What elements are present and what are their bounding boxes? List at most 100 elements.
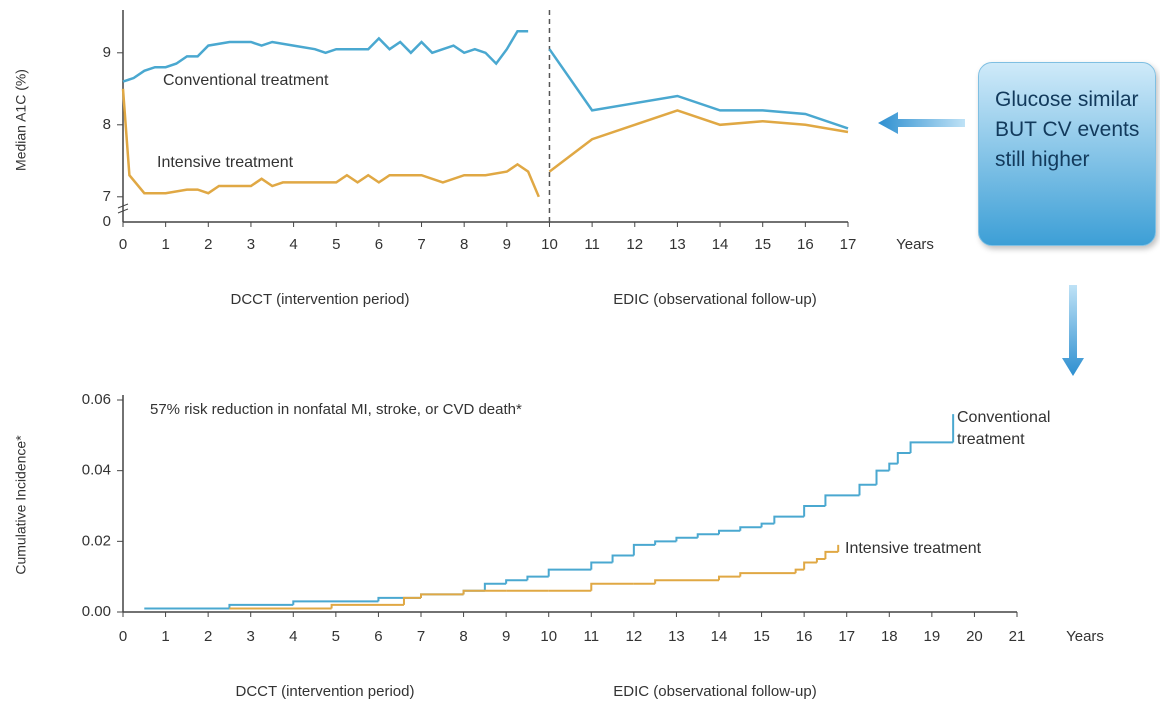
step-segment xyxy=(292,600,379,605)
x-tick-label: 9 xyxy=(502,628,510,645)
step-segment xyxy=(909,441,954,453)
step-segment xyxy=(773,515,805,524)
step-segment xyxy=(824,494,860,506)
x-tick-label: 2 xyxy=(204,628,212,645)
arrow-left xyxy=(878,112,965,134)
x-tick-label: 15 xyxy=(753,628,770,645)
arrow-down xyxy=(1062,285,1084,376)
x-tick-label: 1 xyxy=(161,628,169,645)
x-tick-label: 13 xyxy=(668,628,685,645)
step-segment xyxy=(590,582,634,591)
step-segment xyxy=(739,572,796,577)
x-tick-label: 20 xyxy=(966,628,983,645)
series-label: Conventional treatment xyxy=(957,409,1051,448)
y-break-label: 0 xyxy=(103,213,111,230)
y-tick-label: 0.02 xyxy=(82,532,111,549)
step-segment xyxy=(896,452,911,464)
period-label: EDIC (observational follow-up) xyxy=(613,683,816,700)
x-tick-label: 14 xyxy=(711,628,728,645)
x-tick-label: 10 xyxy=(541,236,558,253)
series-label: Conventional treatment xyxy=(163,72,329,89)
step-segment xyxy=(654,579,719,584)
step-segment xyxy=(718,575,741,581)
step-segment xyxy=(824,550,839,559)
x-tick-label: 7 xyxy=(417,628,425,645)
x-tick-label: 16 xyxy=(796,628,813,645)
x-tick-label: 2 xyxy=(204,236,212,253)
step-segment xyxy=(483,582,507,591)
x-tick-label: 11 xyxy=(584,236,600,253)
y-axis-label: Median A1C (%) xyxy=(13,69,29,171)
period-label: DCCT (intervention period) xyxy=(231,291,410,308)
x-tick-label: 0 xyxy=(119,236,127,253)
x-tick-label: 17 xyxy=(838,628,855,645)
x-tick-label: 13 xyxy=(669,236,686,253)
step-segment xyxy=(547,568,592,577)
y-tick-label: 7 xyxy=(103,188,111,205)
step-segment xyxy=(803,561,817,570)
x-tick-label: 7 xyxy=(417,236,425,253)
callout: Glucose similar BUT CV events still high… xyxy=(978,62,1156,246)
annotation: 57% risk reduction in nonfatal MI, strok… xyxy=(150,401,522,418)
x-tick-label: 17 xyxy=(840,236,857,253)
step-segment xyxy=(739,526,762,531)
x-tick-label: 12 xyxy=(626,236,643,253)
step-segment xyxy=(462,589,507,595)
x-tick-label: 18 xyxy=(881,628,898,645)
x-tick-label: 12 xyxy=(626,628,643,645)
step-segment xyxy=(794,568,805,574)
step-segment xyxy=(402,596,421,605)
step-segment xyxy=(875,469,890,485)
step-segment xyxy=(611,554,634,563)
step-segment xyxy=(632,543,656,556)
step-segment xyxy=(718,529,741,535)
step-segment xyxy=(888,462,898,471)
series-label: Intensive treatment xyxy=(157,154,294,171)
x-unit: Years xyxy=(1066,628,1104,645)
x-tick-label: 19 xyxy=(924,628,941,645)
step-segment xyxy=(330,603,404,609)
series-line xyxy=(122,29,849,130)
step-segment xyxy=(858,483,877,496)
step-segment xyxy=(803,505,826,517)
x-tick-label: 6 xyxy=(374,628,382,645)
step-segment xyxy=(760,522,775,528)
axis-break xyxy=(117,203,129,214)
period-label: DCCT (intervention period) xyxy=(236,683,415,700)
period-label: EDIC (observational follow-up) xyxy=(613,291,816,308)
step-segment xyxy=(505,579,528,584)
y-tick-label: 8 xyxy=(103,116,111,133)
step-segment xyxy=(675,536,698,542)
y-tick-label: 0.06 xyxy=(82,391,111,408)
x-tick-label: 0 xyxy=(119,628,127,645)
y-tick-label: 0.04 xyxy=(82,462,111,479)
step-segment xyxy=(420,593,464,598)
x-tick-label: 8 xyxy=(460,236,468,253)
x-tick-label: 15 xyxy=(754,236,771,253)
x-tick-label: 5 xyxy=(332,628,340,645)
step-segment xyxy=(228,603,294,609)
y-axis-label: Cumulative Incidence* xyxy=(13,435,29,575)
x-tick-label: 21 xyxy=(1009,628,1026,645)
x-tick-label: 1 xyxy=(161,236,169,253)
x-tick-label: 6 xyxy=(375,236,383,253)
step-segment xyxy=(696,533,719,538)
x-tick-label: 11 xyxy=(583,628,599,645)
series-line xyxy=(121,88,849,198)
x-tick-label: 8 xyxy=(459,628,467,645)
series-label: Intensive treatment xyxy=(845,540,982,557)
step-segment xyxy=(654,540,677,545)
x-tick-label: 3 xyxy=(247,236,255,253)
x-tick-label: 16 xyxy=(797,236,814,253)
x-tick-label: 4 xyxy=(289,236,297,253)
x-tick-label: 14 xyxy=(712,236,729,253)
y-tick-label: 0.00 xyxy=(82,603,111,620)
x-tick-label: 9 xyxy=(503,236,511,253)
x-tick-label: 10 xyxy=(540,628,557,645)
x-unit: Years xyxy=(896,236,934,253)
step-segment xyxy=(526,575,549,581)
y-tick-label: 9 xyxy=(103,44,111,61)
x-tick-label: 5 xyxy=(332,236,340,253)
